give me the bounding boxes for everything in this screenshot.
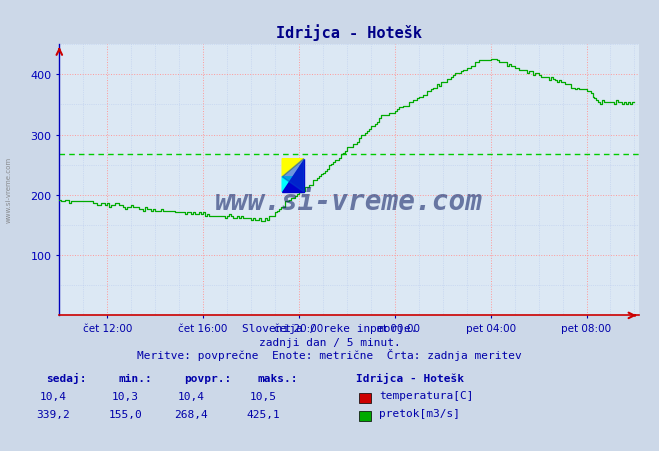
Text: pretok[m3/s]: pretok[m3/s] <box>379 408 460 418</box>
Text: sedaj:: sedaj: <box>46 372 86 383</box>
Text: www.si-vreme.com: www.si-vreme.com <box>5 156 12 222</box>
Text: 10,4: 10,4 <box>178 391 204 401</box>
Polygon shape <box>282 159 304 193</box>
Title: Idrijca - Hotešk: Idrijca - Hotešk <box>276 24 422 41</box>
Text: 10,5: 10,5 <box>250 391 277 401</box>
Text: 425,1: 425,1 <box>246 409 281 419</box>
Text: 155,0: 155,0 <box>108 409 142 419</box>
Text: 339,2: 339,2 <box>36 409 70 419</box>
Text: 10,3: 10,3 <box>112 391 138 401</box>
Text: www.si-vreme.com: www.si-vreme.com <box>215 188 483 216</box>
Text: povpr.:: povpr.: <box>185 373 232 383</box>
Text: Idrijca - Hotešk: Idrijca - Hotešk <box>356 372 464 383</box>
Text: 10,4: 10,4 <box>40 391 66 401</box>
Text: min.:: min.: <box>119 373 152 383</box>
Text: temperatura[C]: temperatura[C] <box>379 390 473 400</box>
Text: maks.:: maks.: <box>257 373 297 383</box>
Text: Slovenija / reke in morje.: Slovenija / reke in morje. <box>242 323 417 333</box>
Text: zadnji dan / 5 minut.: zadnji dan / 5 minut. <box>258 337 401 347</box>
Text: 268,4: 268,4 <box>174 409 208 419</box>
Polygon shape <box>282 177 304 193</box>
Polygon shape <box>282 159 304 177</box>
Polygon shape <box>282 159 304 193</box>
Text: Meritve: povprečne  Enote: metrične  Črta: zadnja meritev: Meritve: povprečne Enote: metrične Črta:… <box>137 349 522 360</box>
